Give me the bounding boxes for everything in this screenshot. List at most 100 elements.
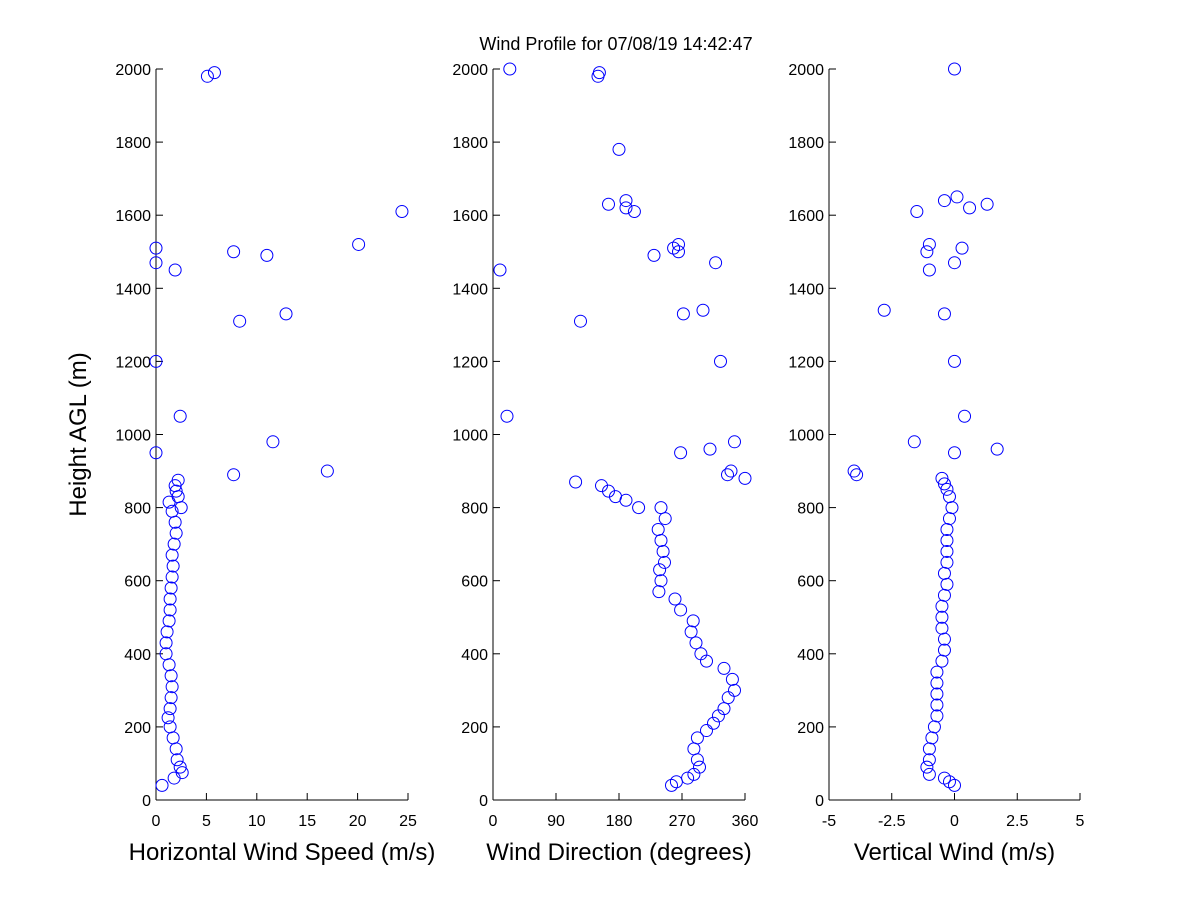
x-tick-label: 270 [669,813,696,830]
data-point [654,501,668,515]
x-axis-title: Horizontal Wind Speed (m/s) [129,839,436,866]
data-point [690,731,704,745]
data-point [632,501,646,515]
data-point [955,241,969,255]
data-point [696,303,710,317]
data-point [937,632,951,646]
data-point [922,753,936,767]
data-point [164,581,178,595]
data-point [658,512,672,526]
data-point [159,647,173,661]
y-tick-label: 1200 [452,354,488,371]
y-tick-label: 1600 [115,208,151,225]
data-point [395,205,409,219]
data-point [162,658,176,672]
data-point [619,194,633,208]
data-point [163,603,177,617]
y-tick-label: 1600 [452,208,488,225]
data-point [149,446,163,460]
data-point [612,142,626,156]
data-point [619,201,633,215]
data-point [948,62,961,76]
y-tick-label: 1400 [788,281,824,298]
data-point [940,555,954,569]
y-tick-label: 600 [124,574,151,591]
y-tick-label: 1000 [452,428,488,445]
data-point [937,566,951,580]
data-point [167,771,181,785]
data-point [910,205,924,219]
data-point [714,354,727,368]
y-tick-label: 400 [797,647,824,664]
data-point [937,307,951,321]
data-point [674,603,688,617]
data-point [935,610,949,624]
data-point [937,771,951,785]
data-point [940,533,954,547]
data-point [709,256,723,270]
data-point [168,263,182,277]
data-point [948,446,961,460]
data-point [169,484,183,498]
x-tick-label: 20 [349,813,367,830]
data-point [684,625,698,639]
data-point [942,512,956,526]
data-point [922,237,936,251]
data-point [963,201,977,215]
data-point [171,473,185,487]
data-point [165,504,179,518]
data-point [164,691,178,705]
data-point [266,435,280,449]
y-tick-label: 1800 [788,135,824,152]
data-point [595,479,608,493]
data-point [592,66,606,80]
data-point [493,263,507,277]
data-point [935,621,949,635]
data-point [728,683,741,697]
data-point [980,197,994,211]
data-point [935,471,949,485]
data-point [674,446,688,460]
data-point [703,442,717,456]
data-point [149,354,163,368]
data-point [173,760,187,774]
data-point [937,588,951,602]
data-point [922,742,936,756]
y-tick-label: 1400 [115,281,151,298]
data-point [927,720,941,734]
data-point [672,237,685,251]
data-point [725,672,739,686]
x-tick-label: -5 [822,813,836,830]
data-point [159,636,173,650]
data-point [930,687,944,701]
y-tick-label: 2000 [452,62,488,79]
data-point [652,585,666,599]
data-point [168,515,182,529]
data-point [717,661,731,675]
data-point [930,709,944,723]
data-point [627,205,641,219]
data-point [165,548,179,562]
data-point [175,766,189,780]
y-tick-label: 1000 [115,428,151,445]
data-point [958,409,972,423]
y-tick-label: 1800 [115,135,151,152]
y-tick-label: 200 [797,720,824,737]
horizontal-wind-speed-panel: 0 200 400 600 800 1000 1200 1400 1600 1800 2000 0 5 1… [65,62,435,866]
data-point [940,544,954,558]
y-tick-label: 400 [124,647,151,664]
x-tick-label: 90 [547,813,565,830]
y-tick-label: 200 [461,720,488,737]
data-point [207,66,221,80]
x-tick-label: 25 [399,813,417,830]
y-tick-label: 800 [461,501,488,518]
x-tick-label: 15 [298,813,316,830]
data-point [937,643,951,657]
data-point [707,716,720,730]
vertical-wind-panel: 0 200 400 600 800 1000 1200 1400 1600 1800 2000 -5 -… [788,62,1084,866]
data-point [920,245,934,259]
data-point [945,501,959,515]
y-tick-label: 2000 [115,62,151,79]
x-tick-label: -2.5 [878,813,906,830]
